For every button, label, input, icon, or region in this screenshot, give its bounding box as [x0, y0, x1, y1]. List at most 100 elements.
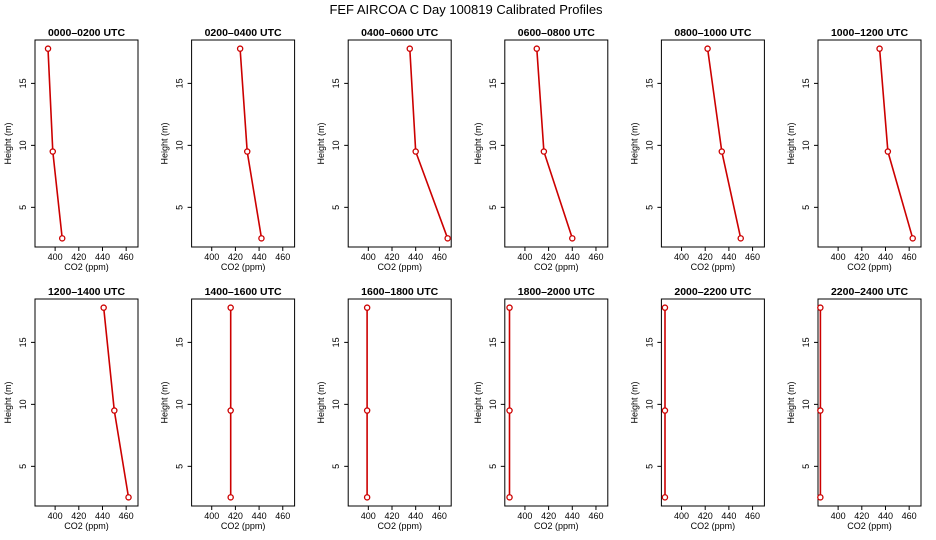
plot-frame	[817, 298, 922, 507]
y-tick-label: 10	[644, 140, 654, 150]
y-tick-label: 10	[18, 140, 28, 150]
profile-line	[878, 48, 914, 239]
profile-point	[540, 148, 548, 155]
profile-point	[506, 304, 513, 311]
x-tick-label: 460	[432, 252, 447, 262]
x-tick-label: 420	[854, 511, 869, 521]
profile-point	[125, 494, 132, 501]
x-axis-label: CO2 (ppm)	[377, 262, 422, 272]
profile-point	[363, 304, 371, 311]
y-tick-label: 15	[644, 337, 654, 347]
x-axis-label: CO2 (ppm)	[64, 521, 109, 531]
profile-point	[100, 304, 107, 311]
profile-point	[533, 45, 541, 52]
plot-frame	[504, 39, 609, 248]
plot-frame	[191, 39, 296, 248]
x-tick-label: 440	[95, 511, 110, 521]
panel-10: 1800–2000 UTC 400 420 440 460 CO2 (ppm) 5 10 15 H…	[473, 286, 609, 531]
panel-1: 0000–0200 UTC 400 420 440 460 CO2 (ppm) 5 10 15 H…	[3, 27, 139, 272]
x-tick-label: 420	[228, 252, 243, 262]
panel-7: 1200–1400 UTC 400 420 440 460 CO2 (ppm) 5 10 15 H…	[3, 286, 139, 531]
y-axis-label: Height (m)	[473, 122, 483, 164]
profile-point	[909, 235, 916, 242]
profile-point	[406, 45, 414, 52]
panel-2: 0200–0400 UTC 400 420 440 460 CO2 (ppm) 5 10 15 H…	[160, 27, 296, 272]
y-axis-label: Height (m)	[3, 122, 13, 164]
plot-frame	[191, 298, 296, 507]
profile-point	[111, 407, 118, 414]
x-axis-label: CO2 (ppm)	[847, 262, 892, 272]
panel-title: 1400–1600 UTC	[205, 286, 282, 298]
x-tick-label: 400	[517, 252, 532, 262]
profile-point	[58, 235, 66, 242]
panel-title: 2200–2400 UTC	[831, 286, 908, 298]
panel-8: 1400–1600 UTC 400 420 440 460 CO2 (ppm) 5 10 15 H…	[160, 286, 296, 531]
x-tick-label: 400	[831, 252, 846, 262]
panel-title: 1000–1200 UTC	[831, 27, 908, 39]
x-tick-label: 420	[541, 511, 556, 521]
profile-line	[47, 48, 63, 239]
panel-title: 0400–0600 UTC	[361, 27, 438, 39]
x-axis-label: CO2 (ppm)	[534, 521, 579, 531]
profile-point	[876, 45, 883, 52]
y-tick-label: 15	[331, 337, 341, 347]
profile-point	[704, 45, 711, 52]
y-tick-label: 10	[644, 399, 654, 409]
x-tick-label: 400	[674, 252, 689, 262]
y-tick-label: 10	[331, 140, 341, 150]
profile-point	[661, 407, 669, 414]
x-tick-label: 460	[588, 511, 603, 521]
x-tick-label: 440	[565, 511, 580, 521]
x-tick-label: 460	[275, 252, 290, 262]
profile-point	[363, 494, 371, 501]
plot-frame	[660, 298, 765, 507]
y-tick-label: 10	[488, 399, 498, 409]
y-tick-label: 10	[18, 399, 28, 409]
profile-point	[227, 407, 234, 414]
y-tick-label: 15	[331, 78, 341, 88]
x-tick-label: 440	[565, 252, 580, 262]
x-tick-label: 440	[252, 511, 267, 521]
x-tick-label: 420	[71, 511, 86, 521]
x-axis-label: CO2 (ppm)	[64, 262, 109, 272]
profile-point	[506, 494, 513, 501]
profile-point	[444, 235, 451, 242]
x-tick-label: 460	[119, 252, 134, 262]
y-tick-label: 5	[331, 205, 341, 210]
y-axis-label: Height (m)	[473, 381, 483, 423]
x-tick-label: 400	[48, 252, 63, 262]
x-axis-label: CO2 (ppm)	[691, 521, 736, 531]
y-tick-label: 15	[18, 337, 28, 347]
panel-9: 1600–1800 UTC 400 420 440 460 CO2 (ppm) 5 10 15 H…	[316, 286, 452, 531]
y-tick-label: 15	[644, 78, 654, 88]
y-tick-label: 5	[18, 464, 28, 469]
profile-point	[49, 148, 57, 155]
y-tick-label: 5	[644, 205, 654, 210]
profile-point	[817, 494, 824, 501]
y-axis-label: Height (m)	[786, 122, 796, 164]
y-axis-label: Height (m)	[316, 122, 326, 164]
y-tick-label: 5	[488, 464, 498, 469]
page-title: FEF AIRCOA C Day 100819 Calibrated Profi…	[329, 2, 603, 17]
x-tick-label: 440	[721, 511, 736, 521]
profile-line	[706, 48, 742, 239]
profile-line	[239, 48, 263, 239]
x-tick-label: 460	[902, 252, 917, 262]
x-tick-label: 420	[384, 511, 399, 521]
x-axis-label: CO2 (ppm)	[221, 521, 266, 531]
panel-12: 2200–2400 UTC 400 420 440 460 CO2 (ppm) 5 10 15 H…	[786, 286, 922, 531]
y-axis-label: Height (m)	[160, 122, 170, 164]
x-tick-label: 420	[698, 252, 713, 262]
x-tick-label: 400	[361, 511, 376, 521]
x-tick-label: 400	[361, 252, 376, 262]
plot-frame	[34, 39, 139, 248]
panel-6: 1000–1200 UTC 400 420 440 460 CO2 (ppm) 5 10 15 H…	[786, 27, 922, 272]
x-tick-label: 400	[204, 511, 219, 521]
plot-frame	[817, 39, 922, 248]
x-tick-label: 420	[854, 252, 869, 262]
x-tick-label: 440	[408, 252, 423, 262]
plot-frame	[504, 298, 609, 507]
y-tick-label: 10	[801, 399, 811, 409]
profile-line	[102, 307, 130, 498]
